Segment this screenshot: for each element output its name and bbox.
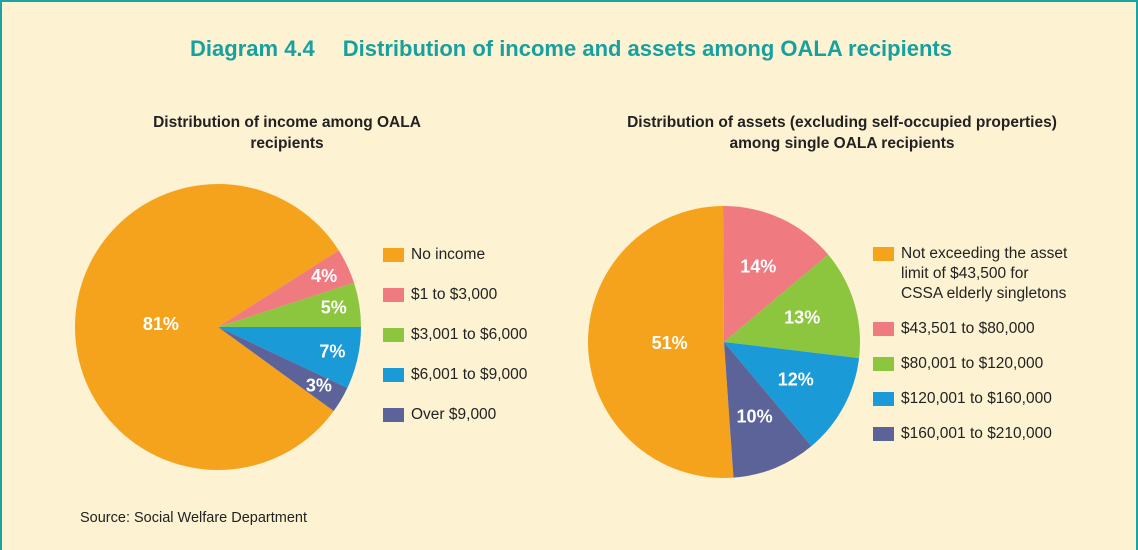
slice-label: 7% [319, 341, 345, 361]
legend-label: $160,001 to $210,000 [901, 425, 1052, 442]
pie-slice [724, 254, 861, 359]
legend-swatch [383, 328, 404, 342]
slice-label: 10% [737, 406, 773, 426]
slice-label: 4% [311, 266, 337, 286]
legend-swatch [873, 322, 894, 336]
legend-label: $43,501 to $80,000 [901, 320, 1035, 337]
legend-item: $6,001 to $9,000 [383, 365, 583, 385]
slice-label: 3% [306, 375, 332, 395]
legend: No income $1 to $3,000 $3,001 to $6,000 $6,… [383, 245, 583, 425]
slice-label: 51% [652, 333, 688, 353]
legend-label: $80,001 to $120,000 [901, 355, 1044, 372]
legend-swatch [383, 288, 404, 302]
legend-swatch [873, 392, 894, 406]
legend-item: $43,501 to $80,000 [873, 319, 1073, 339]
pie-slice [724, 342, 860, 447]
slice-label: 12% [778, 370, 814, 390]
legend-item: $120,001 to $160,000 [873, 389, 1073, 409]
legend-label: $3,001 to $6,000 [411, 326, 528, 343]
pie-slice [588, 206, 734, 479]
pie-slice [218, 250, 355, 327]
legend-label: Over $9,000 [411, 406, 497, 423]
legend-swatch [383, 408, 404, 422]
legend-swatch [873, 357, 894, 371]
legend-label: $120,001 to $160,000 [901, 390, 1052, 407]
legend-swatch [383, 368, 404, 382]
legend-item: $80,001 to $120,000 [873, 354, 1073, 374]
pie-slice [218, 327, 348, 412]
legend-label: $6,001 to $9,000 [411, 366, 528, 383]
legend-label: Not exceeding the asset limit of $43,500… [901, 245, 1068, 302]
legend-swatch [873, 247, 894, 261]
slice-label: 5% [321, 297, 347, 317]
legend-label: No income [411, 246, 486, 263]
legend-item: No income [383, 245, 583, 265]
chart-title: Distribution of income among OALA recipi… [153, 114, 421, 152]
legend-item: Not exceeding the asset limit of $43,500… [873, 244, 1073, 304]
pie-slice [724, 342, 812, 478]
legend-item: $1 to $3,000 [383, 285, 583, 305]
legend-item: Over $9,000 [383, 405, 583, 425]
chart-title: Distribution of assets (excluding self-o… [627, 114, 1057, 152]
pie-slice [218, 282, 361, 327]
legend: Not exceeding the asset limit of $43,500… [873, 244, 1073, 444]
pie-slice [75, 183, 339, 471]
title-number: Diagram 4.4 [190, 36, 315, 61]
page-title: Diagram 4.4 Distribution of income and as… [2, 36, 1136, 62]
legend-swatch [383, 248, 404, 262]
pie-slice [723, 205, 829, 342]
legend-item: $160,001 to $210,000 [873, 424, 1073, 444]
slice-label: 13% [784, 307, 820, 327]
legend-item: $3,001 to $6,000 [383, 325, 583, 345]
title-text: Distribution of income and assets among … [342, 36, 952, 61]
slice-label: 14% [740, 257, 776, 277]
legend-label: $1 to $3,000 [411, 286, 498, 303]
pie-slice [218, 327, 361, 388]
source-note: Source: Social Welfare Department [80, 510, 308, 526]
legend-swatch [873, 427, 894, 441]
slice-label: 81% [143, 314, 179, 334]
